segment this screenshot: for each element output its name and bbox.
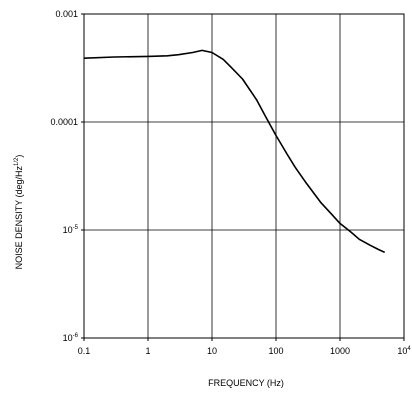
series-line-0 <box>83 49 386 254</box>
x-axis-label: FREQUENCY (Hz) <box>208 378 284 388</box>
x-tick-label: 100 <box>268 346 283 356</box>
y-tick-label: 10-5 <box>63 225 79 235</box>
y-axis-label-main: NOISE DENSITY (deg/Hz <box>14 165 24 269</box>
x-tick-label: 1 <box>145 346 150 356</box>
y-tick-label: 0.001 <box>55 9 78 19</box>
x-tick-label: 0.1 <box>78 346 91 356</box>
x-tick-label: 10 <box>207 346 217 356</box>
tick-labels: 0.1 1 10 100 1000 104 0.001 0.0001 10-5 10-6 <box>50 9 411 356</box>
x-tick-label: 1000 <box>330 346 350 356</box>
grid-lines <box>84 14 404 338</box>
x-tick-label: 104 <box>397 346 411 356</box>
y-axis-label-exponent: 1/2 <box>14 157 20 166</box>
y-tick-label: 0.0001 <box>50 117 78 127</box>
series-layer <box>83 49 386 254</box>
plot-frame <box>83 13 405 339</box>
y-axis-label-close: ) <box>14 155 24 158</box>
y-axis-label: NOISE DENSITY (deg/Hz1/2) <box>14 155 24 270</box>
y-tick-label: 10-6 <box>63 333 79 343</box>
